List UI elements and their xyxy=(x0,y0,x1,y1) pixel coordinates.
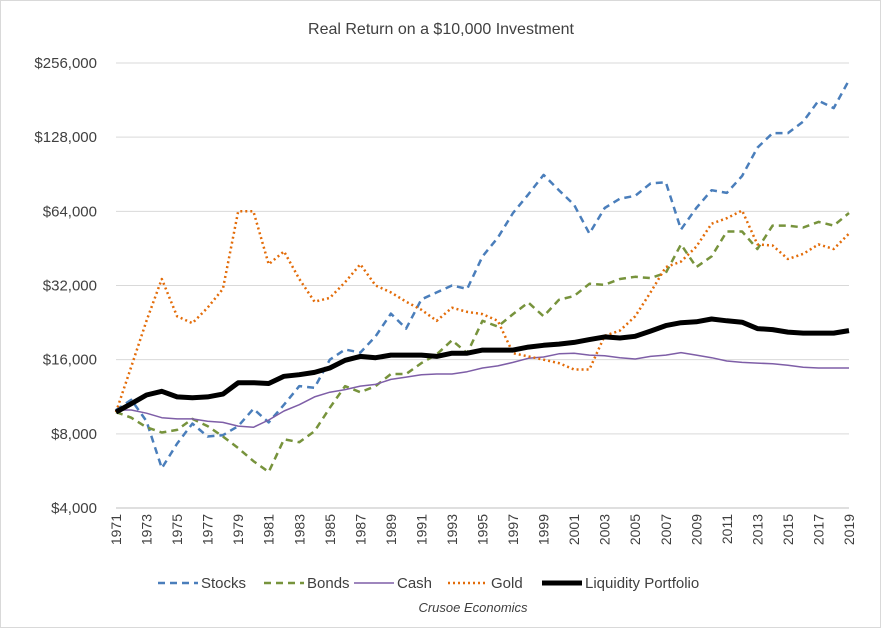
x-tick-label: 2019 xyxy=(841,514,857,545)
x-tick-label: 1989 xyxy=(383,514,399,545)
y-tick-label: $8,000 xyxy=(51,426,97,443)
y-tick-label: $16,000 xyxy=(43,352,97,369)
y-tick-label: $64,000 xyxy=(43,203,97,220)
x-tick-label: 1983 xyxy=(291,514,307,545)
chart-footer: Crusoe Economics xyxy=(418,600,528,615)
x-tick-label: 1971 xyxy=(108,514,124,545)
x-tick-label: 1997 xyxy=(505,514,521,545)
x-tick-label: 1981 xyxy=(261,514,277,545)
x-tick-label: 1985 xyxy=(322,514,338,545)
x-tick-label: 2011 xyxy=(719,514,735,544)
series-line-bonds xyxy=(115,212,850,474)
series-lines xyxy=(114,79,851,474)
x-tick-label: 2003 xyxy=(597,514,613,545)
legend-label: Liquidity Portfolio xyxy=(585,575,699,592)
x-tick-label: 2009 xyxy=(688,514,704,545)
y-axis-tick-labels: $4,000 $8,000 $16,000 $32,000 $64,000 $128,00… xyxy=(34,55,97,517)
x-tick-label: 1993 xyxy=(444,514,460,545)
y-tick-label: $4,000 xyxy=(51,500,97,517)
x-tick-label: 2017 xyxy=(810,514,826,545)
legend-label: Cash xyxy=(397,575,432,592)
x-tick-label: 2005 xyxy=(627,514,643,545)
x-tick-label: 1979 xyxy=(230,514,246,545)
x-tick-label: 1991 xyxy=(413,514,429,545)
legend-label: Bonds xyxy=(307,575,350,592)
series-line-gold xyxy=(114,209,850,413)
x-tick-label: 1973 xyxy=(139,514,155,545)
legend: Stocks Bonds Cash Gold Liquidity Portfolio xyxy=(158,575,699,592)
y-tick-label: $128,000 xyxy=(34,129,97,146)
x-axis-tick-labels: 1971 1973 1975 1977 1979 1981 1983 1985 1987 1989… xyxy=(108,514,857,545)
chart-title: Real Return on a $10,000 Investment xyxy=(308,21,575,38)
x-tick-label: 1999 xyxy=(536,514,552,545)
series-line-stocks xyxy=(115,79,851,470)
y-tick-label: $32,000 xyxy=(43,278,97,295)
x-tick-label: 1977 xyxy=(200,514,216,545)
x-tick-label: 2007 xyxy=(658,514,674,545)
x-tick-label: 2015 xyxy=(780,514,796,545)
legend-label: Stocks xyxy=(201,575,246,592)
gridlines xyxy=(116,62,849,435)
x-tick-label: 1995 xyxy=(475,514,491,545)
x-tick-label: 2001 xyxy=(566,514,582,545)
x-tick-label: 1975 xyxy=(169,514,185,545)
series-line-liquidity-portfolio xyxy=(114,316,850,415)
x-tick-label: 1987 xyxy=(352,514,368,545)
x-tick-label: 2013 xyxy=(749,514,765,545)
legend-label: Gold xyxy=(491,575,523,592)
series-line-cash xyxy=(116,351,849,429)
y-tick-label: $256,000 xyxy=(34,55,97,72)
